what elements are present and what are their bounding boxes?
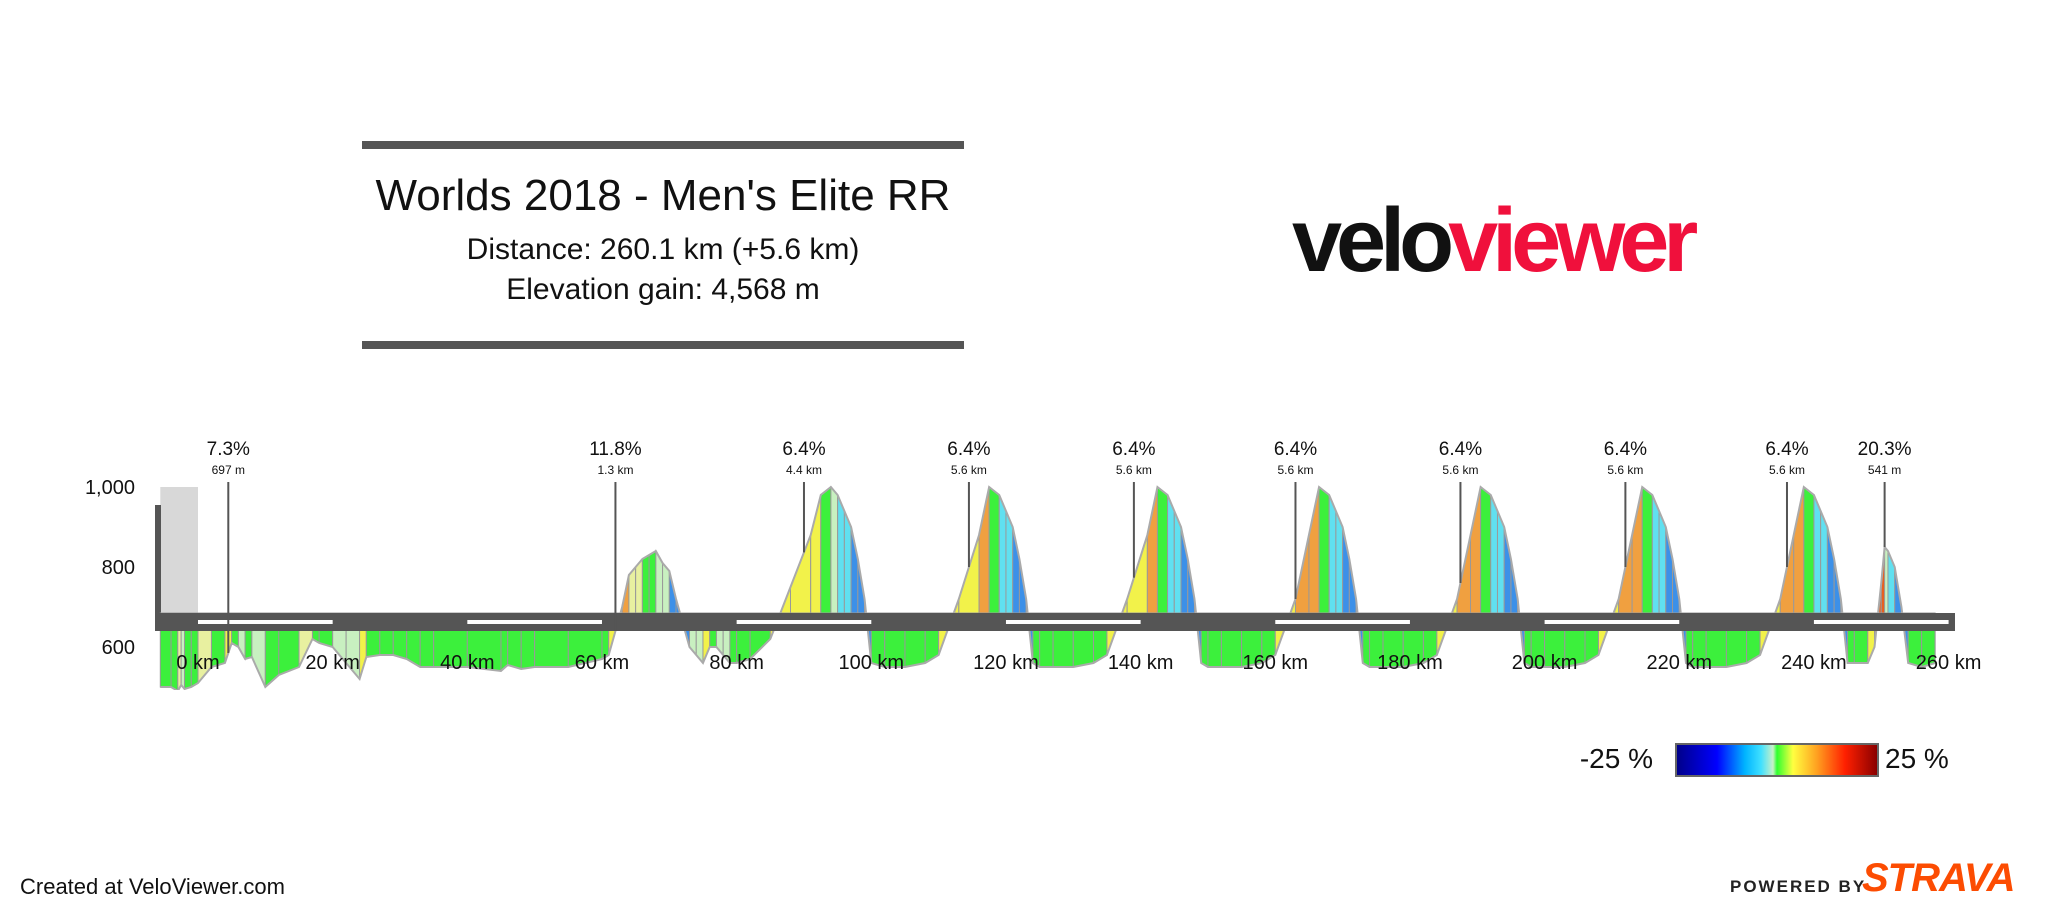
climb-gradient-label: 6.4% — [1274, 439, 1317, 460]
axis-stripe — [467, 620, 602, 624]
y-axis-bar — [155, 505, 161, 613]
profile-segment — [1651, 494, 1660, 614]
climb-gradient-label: 6.4% — [782, 439, 825, 460]
x-tick-label: 220 km — [1646, 652, 1712, 674]
profile-segment — [837, 494, 845, 614]
profile-segment — [1156, 485, 1169, 614]
y-tick-label: 800 — [102, 557, 135, 579]
veloviewer-logo: veloviewer — [1292, 196, 1698, 286]
climb-gradient-label: 6.4% — [1765, 439, 1808, 460]
profile-segment — [1480, 485, 1492, 614]
climb-gradient-label: 20.3% — [1858, 439, 1912, 460]
climb-length-label: 5.6 km — [1442, 463, 1478, 477]
x-tick-label: 180 km — [1377, 652, 1443, 674]
climb-length-label: 5.6 km — [1116, 463, 1152, 477]
title-panel: Worlds 2018 - Men's Elite RR Distance: 2… — [362, 141, 964, 349]
x-tick-label: 0 km — [176, 652, 219, 674]
gradient-legend: -25 % 25 % — [1580, 741, 1985, 781]
profile-segment — [1146, 486, 1158, 614]
y-tick-label: 600 — [102, 637, 135, 659]
profile-segment — [1308, 486, 1320, 614]
profile-segment — [1490, 494, 1498, 614]
profile-segment — [1318, 485, 1330, 614]
created-at-credit: Created at VeloViewer.com — [20, 874, 285, 899]
x-tick-label: 80 km — [709, 652, 763, 674]
profile-segment — [1884, 545, 1889, 614]
climb-gradient-label: 6.4% — [1112, 439, 1155, 460]
profile-segment — [1641, 485, 1653, 614]
x-tick-label: 120 km — [973, 652, 1039, 674]
elevation-gain-text: Elevation gain: 4,568 m — [506, 273, 820, 306]
climb-length-label: 5.6 km — [1769, 463, 1805, 477]
x-tick-label: 20 km — [305, 652, 359, 674]
logo-velo: velo — [1292, 191, 1454, 291]
legend-max-label: 25 % — [1885, 743, 1949, 774]
x-tick-label: 60 km — [575, 652, 629, 674]
profile-segment — [988, 485, 1000, 614]
climb-gradient-label: 6.4% — [1604, 439, 1647, 460]
profile-segment — [978, 486, 990, 614]
x-tick-label: 140 km — [1108, 652, 1174, 674]
axis-stripe — [198, 620, 333, 624]
profile-segment — [1328, 494, 1337, 614]
profile-segment — [1813, 494, 1822, 614]
x-tick-label: 260 km — [1916, 652, 1982, 674]
axis-stripe — [1275, 620, 1410, 624]
x-tick-label: 200 km — [1512, 652, 1578, 674]
profile-segment — [1631, 486, 1643, 614]
climb-length-label: 541 m — [1868, 463, 1901, 477]
axis-stripe — [1005, 620, 1141, 624]
climb-gradient-label: 11.8% — [589, 439, 642, 460]
axis-stripe — [1813, 620, 1949, 624]
neutral-start-zone — [160, 487, 198, 613]
elevation-profile-chart: 0 km 20 km 40 km 60 km 80 km 100 km 120 km 140 … — [85, 439, 1982, 690]
axis-stripe — [1544, 620, 1680, 624]
x-tick-label: 160 km — [1242, 652, 1308, 674]
profile-segment — [641, 554, 650, 614]
profile-segment — [1470, 486, 1482, 614]
profile-segment — [1803, 485, 1815, 614]
climb-gradient-label: 6.4% — [1439, 439, 1482, 460]
x-tick-label: 100 km — [839, 652, 905, 674]
logo-viewer: viewer — [1448, 191, 1698, 291]
axis-stripe — [736, 620, 872, 624]
profile-segment — [820, 485, 832, 614]
profile-segment — [1793, 486, 1805, 614]
profile-outline — [160, 485, 1936, 690]
climb-gradient-label: 7.3% — [207, 439, 250, 460]
profile-segment — [998, 494, 1007, 614]
x-tick-label: 40 km — [440, 652, 494, 674]
climb-length-label: 5.6 km — [1607, 463, 1643, 477]
powered-by-text: POWERED BY — [1730, 877, 1867, 896]
climb-length-label: 4.4 km — [786, 463, 822, 477]
profile-segment — [1167, 494, 1175, 614]
climb-length-label: 697 m — [212, 463, 245, 477]
legend-min-label: -25 % — [1579, 743, 1653, 774]
distance-text: Distance: 260.1 km (+5.6 km) — [466, 233, 860, 266]
strava-logo: STRAVA — [1862, 856, 2016, 900]
profile-segment — [648, 550, 657, 614]
profile-segment — [830, 485, 839, 614]
climb-length-label: 5.6 km — [1277, 463, 1313, 477]
profile-segment — [790, 534, 812, 614]
ride-title: Worlds 2018 - Men's Elite RR — [375, 171, 951, 220]
y-tick-label: 1,000 — [85, 477, 135, 499]
climb-length-label: 1.3 km — [597, 463, 633, 477]
climb-gradient-label: 6.4% — [947, 439, 990, 460]
title-top-rule — [362, 141, 964, 149]
x-tick-label: 240 km — [1781, 652, 1847, 674]
title-bottom-rule — [362, 341, 964, 349]
legend-color-scale — [1675, 743, 1879, 777]
climb-length-label: 5.6 km — [951, 463, 987, 477]
